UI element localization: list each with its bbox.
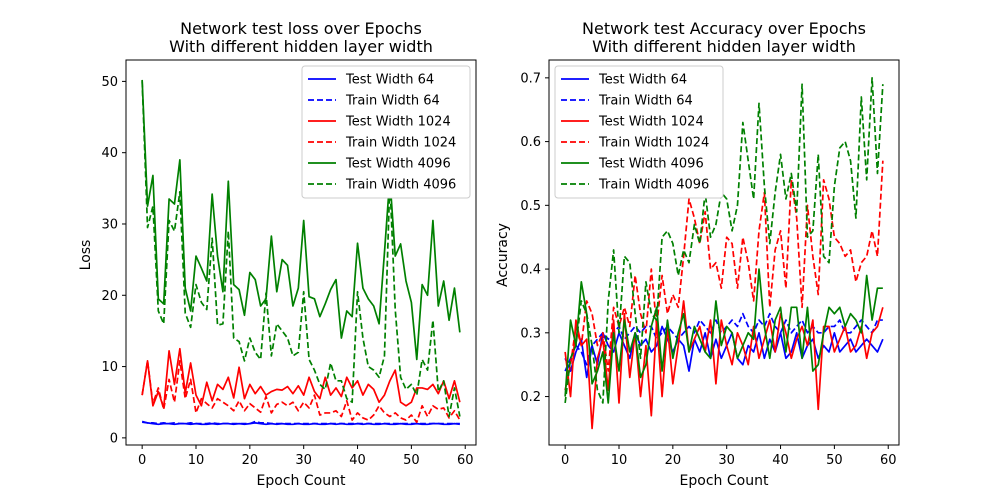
accuracy-chart-legend: Test Width 64 Train Width 64 Test Width 10… xyxy=(554,65,724,199)
accuracy-chart-line-test-width-4096 xyxy=(564,268,883,404)
loss-chart-y-axis-label: Loss xyxy=(78,240,94,271)
accuracy-chart-y-axis-label: Accuracy xyxy=(495,223,511,287)
accuracy-chart-y-tick-label: 0.3 xyxy=(520,326,541,341)
accuracy-chart-y-tick-label: 0.2 xyxy=(520,390,541,405)
loss-chart-line-train-width-4096 xyxy=(141,81,461,418)
loss-chart-legend-label: Test Width 64 xyxy=(345,73,434,88)
accuracy-chart-legend-label: Test Width 4096 xyxy=(598,157,704,172)
accuracy-chart-title-line-1: Network test Accuracy over Epochs xyxy=(582,19,866,38)
accuracy-chart-y-tick-label: 0.4 xyxy=(520,263,541,278)
loss-chart-line-test-width-4096 xyxy=(141,79,461,361)
loss-chart-legend-label: Train Width 4096 xyxy=(345,178,456,193)
accuracy-chart-legend-box xyxy=(554,65,724,199)
loss-chart-legend-label: Train Width 64 xyxy=(345,94,440,109)
loss-chart-title-line-1: Network test loss over Epochs xyxy=(180,19,422,38)
loss-chart-y-tick-label: 30 xyxy=(101,217,118,232)
loss-chart-x-tick-label: 50 xyxy=(403,453,420,468)
accuracy-chart-x-tick-label: 0 xyxy=(561,453,569,468)
loss-chart-x-axis-label: Epoch Count xyxy=(257,473,346,489)
accuracy-chart: Network test Accuracy over Epochs With d… xyxy=(495,19,900,489)
accuracy-chart-x-axis-label: Epoch Count xyxy=(680,473,769,489)
loss-chart-legend-box xyxy=(301,65,471,199)
accuracy-chart-legend-label: Test Width 1024 xyxy=(598,115,704,130)
accuracy-chart-line-test-width-64 xyxy=(564,325,884,379)
accuracy-chart-y-tick-label: 0.5 xyxy=(520,199,541,214)
accuracy-chart-x-tick-label: 60 xyxy=(880,453,897,468)
accuracy-chart-legend-label: Train Width 4096 xyxy=(598,178,709,193)
loss-chart-x-tick-label: 30 xyxy=(295,453,312,468)
loss-chart-title-line-2: With different hidden layer width xyxy=(169,37,433,56)
loss-chart-y-tick-label: 40 xyxy=(101,146,118,161)
loss-chart-y-tick-label: 20 xyxy=(101,289,118,304)
loss-chart-series xyxy=(141,79,461,426)
accuracy-chart-title-line-2: With different hidden layer width xyxy=(592,37,856,56)
accuracy-chart-legend-label: Test Width 64 xyxy=(598,73,687,88)
accuracy-chart-x-tick-label: 10 xyxy=(611,453,628,468)
accuracy-chart-x-tick-label: 20 xyxy=(665,453,682,468)
loss-chart-x-tick-label: 0 xyxy=(138,453,146,468)
accuracy-chart-line-train-width-4096 xyxy=(564,76,884,404)
loss-chart-ticks: 0 10 20 30 40 50 60 0 10 20 30 40 50 xyxy=(101,75,473,468)
accuracy-chart-x-tick-label: 50 xyxy=(826,453,843,468)
loss-chart-plot-frame xyxy=(125,59,477,446)
accuracy-chart-legend-label: Train Width 1024 xyxy=(598,136,709,151)
loss-chart-x-tick-label: 60 xyxy=(457,453,474,468)
loss-chart-line-test-width-1024 xyxy=(141,347,461,409)
loss-chart-y-tick-label: 50 xyxy=(101,75,118,90)
accuracy-chart-ticks: 0 10 20 30 40 50 60 0.2 0.3 0.4 0.5 0.6 0.7 xyxy=(520,71,896,468)
loss-chart-legend-label: Test Width 1024 xyxy=(345,115,451,130)
loss-chart-legend-label: Test Width 4096 xyxy=(345,157,451,172)
accuracy-chart-x-tick-label: 30 xyxy=(718,453,735,468)
loss-chart-legend-label: Train Width 1024 xyxy=(345,136,456,151)
loss-chart-x-tick-label: 10 xyxy=(188,453,205,468)
accuracy-chart-y-tick-label: 0.6 xyxy=(520,135,541,150)
accuracy-chart-series xyxy=(564,76,884,430)
loss-chart-y-tick-label: 0 xyxy=(110,431,118,446)
accuracy-chart-y-tick-label: 0.7 xyxy=(520,71,541,86)
accuracy-chart-line-test-width-1024 xyxy=(564,300,884,430)
loss-chart-legend: Test Width 64 Train Width 64 Test Width 10… xyxy=(301,65,471,199)
accuracy-chart-x-tick-label: 40 xyxy=(772,453,789,468)
loss-chart-line-train-width-1024 xyxy=(141,360,461,424)
accuracy-chart-legend-label: Train Width 64 xyxy=(598,94,693,109)
loss-chart-line-train-width-64 xyxy=(141,420,460,425)
loss-chart: Network test loss over Epochs With diffe… xyxy=(78,19,477,489)
accuracy-chart-plot-frame xyxy=(548,59,900,446)
loss-chart-x-tick-label: 40 xyxy=(349,453,366,468)
loss-chart-x-tick-label: 20 xyxy=(242,453,259,468)
loss-chart-y-tick-label: 10 xyxy=(101,360,118,375)
